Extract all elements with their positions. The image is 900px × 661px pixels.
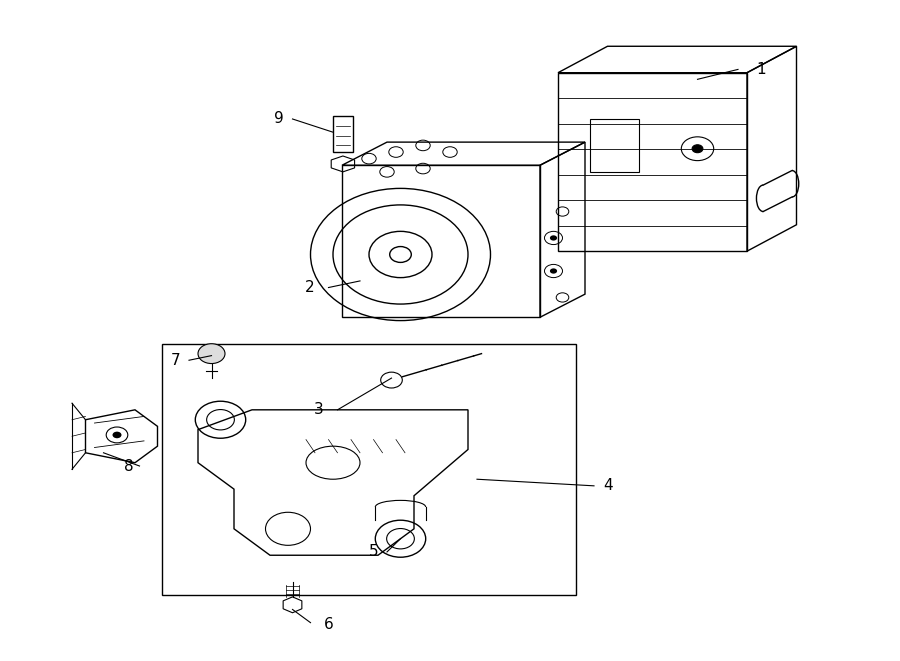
- Text: 2: 2: [305, 280, 315, 295]
- Circle shape: [198, 344, 225, 364]
- Circle shape: [112, 432, 122, 438]
- Circle shape: [550, 268, 557, 274]
- Circle shape: [550, 235, 557, 241]
- Circle shape: [692, 145, 703, 153]
- Text: 3: 3: [314, 403, 324, 417]
- Bar: [590, 119, 639, 172]
- Bar: [342, 165, 540, 317]
- Bar: [333, 116, 353, 152]
- Text: 5: 5: [368, 545, 378, 559]
- Text: 4: 4: [603, 479, 613, 493]
- Text: 6: 6: [324, 617, 334, 632]
- Text: 7: 7: [170, 353, 180, 368]
- Bar: [162, 344, 576, 595]
- Text: 1: 1: [756, 62, 766, 77]
- Text: 8: 8: [123, 459, 133, 473]
- Bar: [558, 73, 747, 251]
- Text: 9: 9: [274, 112, 284, 126]
